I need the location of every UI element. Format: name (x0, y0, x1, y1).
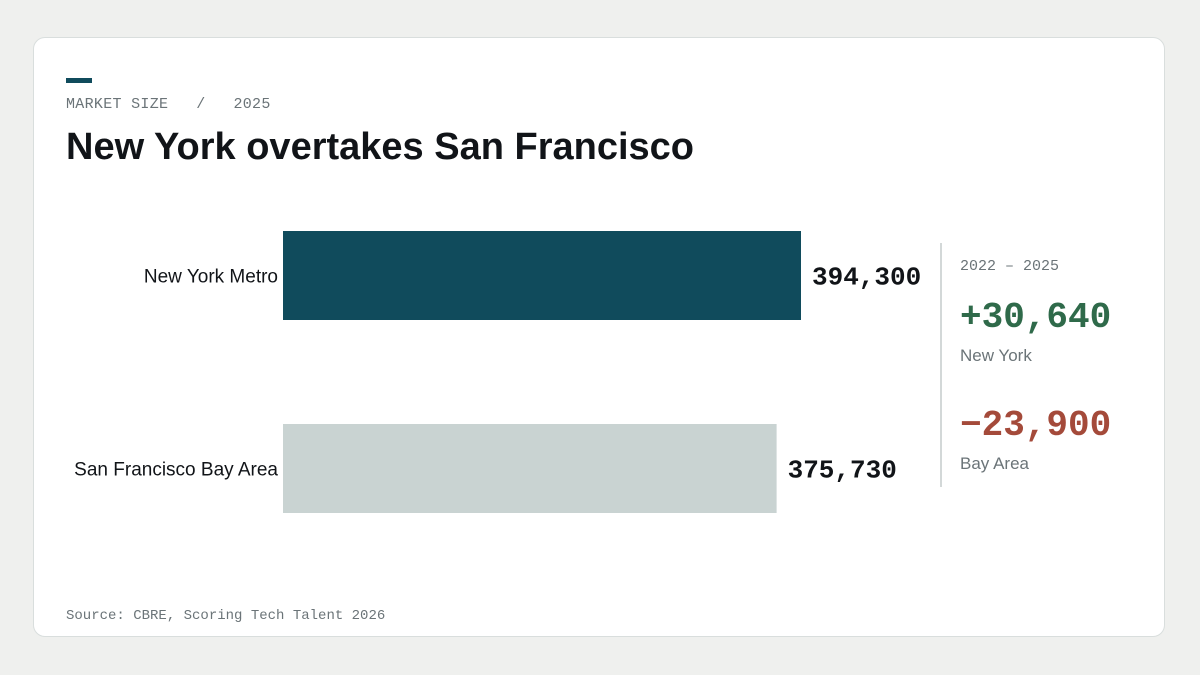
stat-label: Bay Area (960, 454, 1029, 473)
stat-new-york: +30,640 New York (960, 300, 1111, 366)
bar-1 (283, 424, 777, 513)
accent-bar (66, 78, 92, 83)
stat-label: New York (960, 346, 1032, 365)
change-panel: 2022 – 2025 +30,640 New York −23,900 Bay… (960, 258, 1150, 473)
stat-delta: +30,640 (960, 297, 1112, 338)
eyebrow: MARKET SIZE / 2025 (66, 96, 271, 113)
eyebrow-separator: / (196, 96, 206, 113)
stat-delta: −23,900 (960, 405, 1112, 446)
chart-title: New York overtakes San Francisco (66, 126, 695, 168)
bar-0 (283, 231, 801, 320)
value-label: 375,730 (788, 456, 897, 486)
bar-chart: New York Metro 394,300 San Francisco Bay A… (74, 231, 921, 513)
source-note: Source: CBRE, Scoring Tech Talent 2026 (66, 608, 386, 624)
panel-divider (940, 243, 942, 487)
change-period: 2022 – 2025 (960, 258, 1060, 275)
category-label: New York Metro (144, 267, 278, 288)
eyebrow-topic: MARKET SIZE (66, 96, 169, 113)
category-label: San Francisco Bay Area (74, 460, 278, 481)
chart-card: MARKET SIZE / 2025 New York overtakes Sa… (33, 37, 1165, 637)
stat-bay-area: −23,900 Bay Area (960, 408, 1111, 474)
value-label: 394,300 (812, 263, 921, 293)
eyebrow-year: 2025 (233, 96, 271, 113)
